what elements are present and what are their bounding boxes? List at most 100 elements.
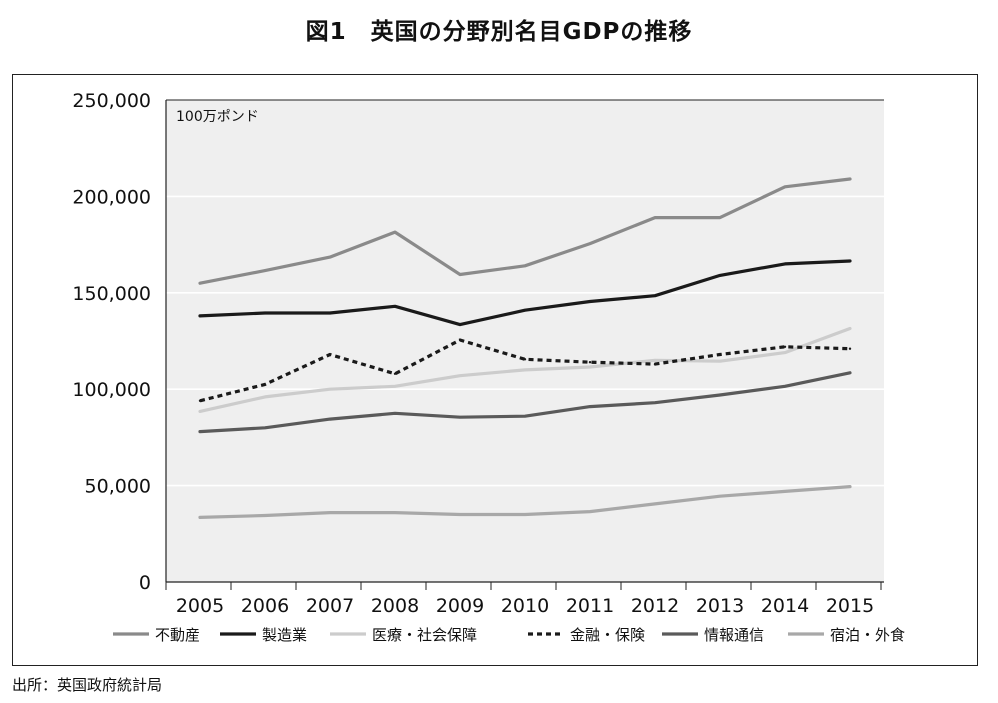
data-point (718, 274, 722, 277)
series-lines (198, 177, 852, 520)
data-point (458, 374, 462, 377)
x-tick-label: 2014 (761, 595, 809, 617)
data-point (718, 495, 722, 498)
data-point (198, 430, 202, 433)
y-axis-ticks: 0 50,000 100,000 150,000 200,000 250,000 (72, 90, 151, 594)
data-point (783, 490, 787, 493)
data-point (198, 516, 202, 519)
data-point (523, 309, 527, 312)
x-tick-label: 2008 (371, 595, 419, 617)
data-point (328, 417, 332, 421)
data-point (458, 273, 462, 276)
x-axis-ticks: 2005 2006 2007 2008 2009 2010 2011 2012 2013 2014… (165, 582, 882, 617)
y-tick-label: 50,000 (85, 476, 151, 498)
legend-label: 宿泊・外食 (830, 626, 905, 644)
data-point (328, 255, 332, 259)
data-point (588, 300, 592, 303)
data-point (523, 415, 527, 418)
data-point (263, 311, 267, 315)
y-tick-label: 200,000 (72, 186, 151, 208)
data-point (588, 365, 592, 369)
data-point (653, 294, 657, 297)
x-tick-label: 2009 (436, 595, 484, 617)
data-point (263, 514, 267, 517)
data-point (393, 372, 397, 375)
data-point (393, 385, 397, 388)
data-point (783, 185, 787, 188)
legend-label: 情報通信 (704, 626, 764, 644)
data-point (783, 262, 787, 266)
data-point (653, 216, 657, 219)
data-point (783, 351, 787, 354)
x-tick-label: 2005 (176, 595, 224, 617)
data-point (523, 513, 527, 516)
data-point (263, 395, 267, 399)
chart-title: 図1 英国の分野別名目GDPの推移 (305, 19, 693, 45)
data-point (198, 282, 202, 285)
data-point (653, 502, 657, 506)
data-point (198, 314, 202, 318)
data-point (653, 362, 657, 366)
x-tick-label: 2006 (241, 595, 289, 617)
legend-label: 不動産 (155, 626, 200, 644)
x-tick-label: 2012 (631, 595, 679, 617)
data-point (263, 269, 267, 272)
data-point (263, 426, 267, 429)
axes (165, 100, 884, 583)
data-point (588, 242, 592, 245)
legend-label: 金融・保険 (570, 626, 645, 644)
unit-label: 100万ポンド (176, 109, 259, 125)
x-tick-label: 2015 (826, 595, 874, 617)
data-point (718, 216, 722, 219)
data-point (198, 410, 202, 413)
data-point (523, 358, 527, 361)
data-point (848, 371, 852, 374)
data-point (328, 511, 332, 514)
plot-background (166, 100, 884, 582)
data-point (393, 412, 397, 415)
y-tick-label: 100,000 (72, 379, 151, 401)
data-point (848, 347, 852, 350)
legend-label: 製造業 (262, 626, 307, 644)
data-point (328, 388, 332, 391)
data-point (718, 360, 722, 363)
x-tick-label: 2007 (306, 595, 354, 617)
data-point (523, 264, 527, 267)
data-point (718, 353, 722, 356)
data-point (458, 513, 462, 516)
data-point (848, 177, 852, 181)
data-point (393, 305, 397, 308)
data-point (588, 405, 592, 408)
legend-label: 医療・社会保障 (372, 626, 477, 644)
data-point (848, 327, 852, 330)
data-point (588, 510, 592, 513)
data-point (328, 353, 332, 356)
data-point (458, 338, 462, 342)
data-point (458, 323, 462, 326)
data-point (783, 385, 787, 388)
data-point (718, 393, 722, 397)
data-point (393, 511, 397, 514)
data-point (588, 361, 592, 364)
data-point (458, 416, 462, 419)
data-point (848, 485, 852, 488)
x-tick-label: 2011 (566, 595, 614, 617)
source-note: 出所：英国政府統計局 (12, 676, 163, 694)
chart-frame (12, 74, 978, 666)
data-point (783, 345, 787, 348)
x-tick-label: 2013 (696, 595, 744, 617)
data-point (328, 311, 332, 315)
data-point (393, 230, 397, 234)
y-tick-label: 250,000 (72, 90, 151, 112)
data-point (523, 368, 527, 372)
data-point (848, 259, 852, 263)
data-point (653, 359, 657, 362)
y-tick-label: 150,000 (72, 283, 151, 305)
data-point (653, 401, 657, 404)
data-point (263, 383, 267, 386)
legend: 不動産 製造業 医療・社会保障 金融・保険 情報通信 宿泊・外食 (113, 626, 905, 644)
data-point (198, 399, 202, 402)
x-tick-label: 2010 (501, 595, 549, 617)
y-tick-label: 0 (139, 572, 151, 594)
